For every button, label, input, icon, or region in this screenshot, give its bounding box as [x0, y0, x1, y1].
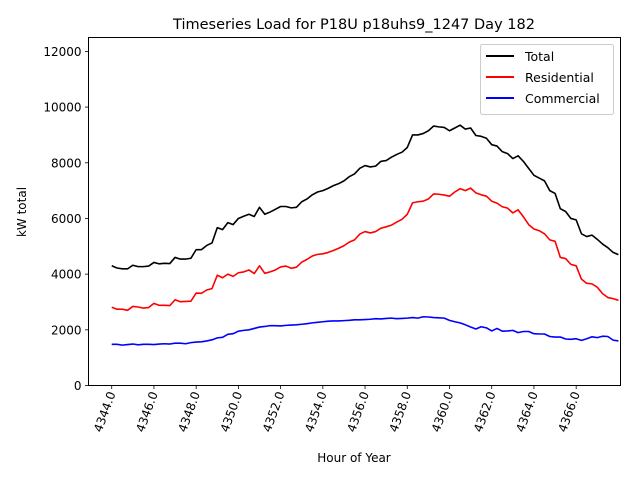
plot-area-frame: [88, 37, 621, 386]
chart-title: Timeseries Load for P18U p18uhs9_1247 Da…: [172, 17, 535, 33]
y-tick-label: 0: [74, 379, 82, 393]
y-tick-label: 6000: [51, 212, 82, 226]
y-axis-label: kW total: [15, 187, 29, 237]
y-tick-label: 10000: [43, 101, 81, 115]
series-lines: [111, 124, 619, 346]
legend-label-residential: Residential: [525, 70, 594, 85]
series-line-commercial: [111, 315, 619, 346]
legend-label-commercial: Commercial: [525, 91, 600, 106]
series-line-residential: [111, 187, 619, 312]
y-tick-label: 2000: [51, 323, 82, 337]
legend: Total Residential Commercial: [480, 44, 614, 115]
x-axis-label: Hour of Year: [317, 451, 391, 465]
y-tick-label: 4000: [51, 268, 82, 282]
legend-label-total: Total: [524, 49, 554, 64]
series-line-total: [111, 124, 619, 270]
y-tick-label: 12000: [43, 45, 81, 59]
y-tick-label: 8000: [51, 156, 82, 170]
